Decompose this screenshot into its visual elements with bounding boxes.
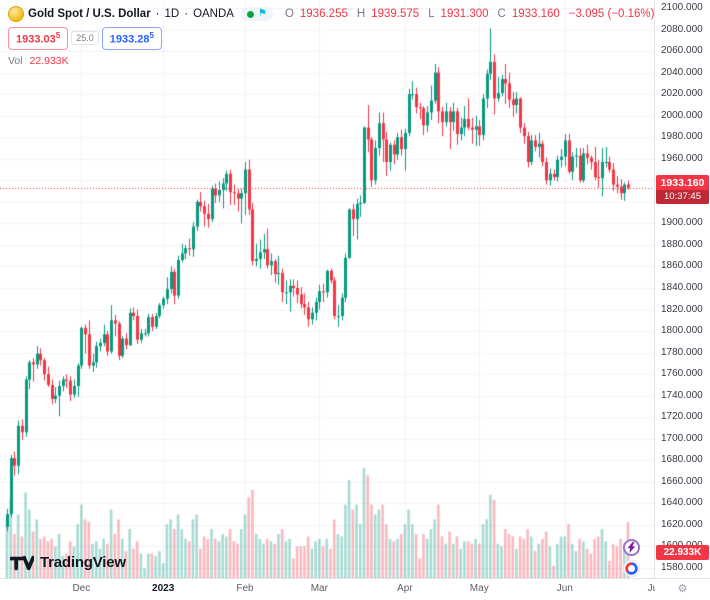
price-axis-label: 1580.000 <box>661 562 703 573</box>
close-label: C <box>497 8 506 20</box>
separator-dot: · <box>155 8 160 20</box>
price-axis-label: 2020.000 <box>661 88 703 100</box>
price-axis-label: 1640.000 <box>661 497 703 509</box>
price-axis-label: 1620.000 <box>661 518 703 530</box>
open-label: O <box>284 8 294 20</box>
time-axis-label: Jun <box>556 583 573 594</box>
close-value: 1933.160 <box>511 8 560 20</box>
price-axis-label: 1900.000 <box>661 217 703 229</box>
buy-price-pip: 5 <box>149 31 154 40</box>
chart-legend: Gold Spot / U.S. Dollar · 1D · OANDA ⚑ O… <box>8 6 654 67</box>
spread-value: 25.0 <box>71 31 99 46</box>
buy-price: 1933.28 <box>109 33 150 46</box>
sentiment-donut-button[interactable] <box>623 560 640 577</box>
volume-label: Vol <box>8 54 23 67</box>
gold-symbol-icon <box>8 6 24 22</box>
time-axis-label: May <box>469 583 489 594</box>
legend-symbol-row: Gold Spot / U.S. Dollar · 1D · OANDA ⚑ O… <box>8 6 654 22</box>
donut-chart-icon <box>625 562 638 575</box>
exchange-name[interactable]: OANDA <box>193 8 234 20</box>
price-scale[interactable]: 1933.160 10:37:45 22.933K 2100.000 2080.0… <box>654 0 710 578</box>
buy-sell-widget: 1933.035 25.0 1933.285 <box>8 27 654 50</box>
price-axis-label: 1760.000 <box>661 368 703 380</box>
sell-button[interactable]: 1933.035 <box>8 27 69 50</box>
sell-price: 1933.03 <box>16 33 56 46</box>
price-axis-label: 1780.000 <box>661 346 703 358</box>
time-axis-label: Jul <box>648 583 661 594</box>
time-scale[interactable]: Dec 2023 Feb Mar Apr May Jun Jul <box>0 578 710 600</box>
price-axis-label: 1800.000 <box>661 325 703 337</box>
price-axis-label: 1680.000 <box>661 454 703 466</box>
time-axis-label: Mar <box>310 583 328 594</box>
time-axis-label: Feb <box>236 583 254 594</box>
price-axis-label: 1820.000 <box>661 303 703 315</box>
last-price-value: 1933.160 <box>660 176 705 189</box>
tradingview-logo[interactable]: TradingView <box>10 554 126 571</box>
price-axis-label: 1860.000 <box>661 260 703 272</box>
last-price-badge: 1933.160 10:37:45 <box>656 174 709 204</box>
symbol-title[interactable]: Gold Spot / U.S. Dollar <box>28 8 151 20</box>
low-label: L <box>428 8 435 20</box>
open-value: 1936.255 <box>299 8 348 20</box>
high-value: 1939.575 <box>371 8 420 20</box>
separator-dot: · <box>184 8 189 20</box>
price-axis-label: 2040.000 <box>661 66 703 78</box>
market-status-pill[interactable]: ⚑ <box>240 7 273 21</box>
price-axis-label: 1960.000 <box>661 152 703 164</box>
volume-value: 22.933K <box>29 54 69 67</box>
market-open-dot-icon <box>246 10 254 18</box>
lightning-icon <box>627 542 636 553</box>
price-axis-label: 1980.000 <box>661 131 703 143</box>
price-axis-label: 1700.000 <box>661 432 703 444</box>
price-axis-label: 2060.000 <box>661 45 703 57</box>
sell-price-pip: 5 <box>55 31 61 40</box>
price-axis-label: 1660.000 <box>661 475 703 487</box>
gear-icon: ⚙ <box>677 583 688 595</box>
change-value: −3.095 (−0.16%) <box>568 8 655 20</box>
tradingview-logo-icon <box>10 555 34 570</box>
price-axis-label: 1840.000 <box>661 282 703 293</box>
boost-button[interactable] <box>623 539 640 556</box>
price-axis-label: 1740.000 <box>661 389 703 401</box>
low-value: 1931.300 <box>440 8 489 20</box>
buy-button[interactable]: 1933.285 <box>101 27 162 50</box>
price-axis-label: 2100.000 <box>661 2 703 13</box>
flag-icon: ⚑ <box>257 8 267 19</box>
high-label: H <box>356 8 366 20</box>
volume-badge: 22.933K <box>656 545 709 560</box>
time-axis-label: Apr <box>397 583 413 594</box>
candlestick-chart-canvas[interactable] <box>0 0 654 578</box>
bar-countdown: 10:37:45 <box>656 189 709 204</box>
price-axis-label: 2080.000 <box>661 23 703 35</box>
price-axis-label: 1720.000 <box>661 411 703 423</box>
price-axis-label: 1880.000 <box>661 238 703 250</box>
time-axis-label: Dec <box>72 583 91 594</box>
interval-value[interactable]: 1D <box>164 8 180 20</box>
time-axis-label: 2023 <box>152 583 175 594</box>
tradingview-logo-text: TradingView <box>40 554 126 571</box>
price-axis-label: 2000.000 <box>661 109 703 121</box>
volume-row: Vol 22.933K <box>8 55 654 67</box>
chart-plot-area[interactable]: Gold Spot / U.S. Dollar · 1D · OANDA ⚑ O… <box>0 0 654 578</box>
scale-settings-corner[interactable]: ⚙ <box>655 579 710 600</box>
